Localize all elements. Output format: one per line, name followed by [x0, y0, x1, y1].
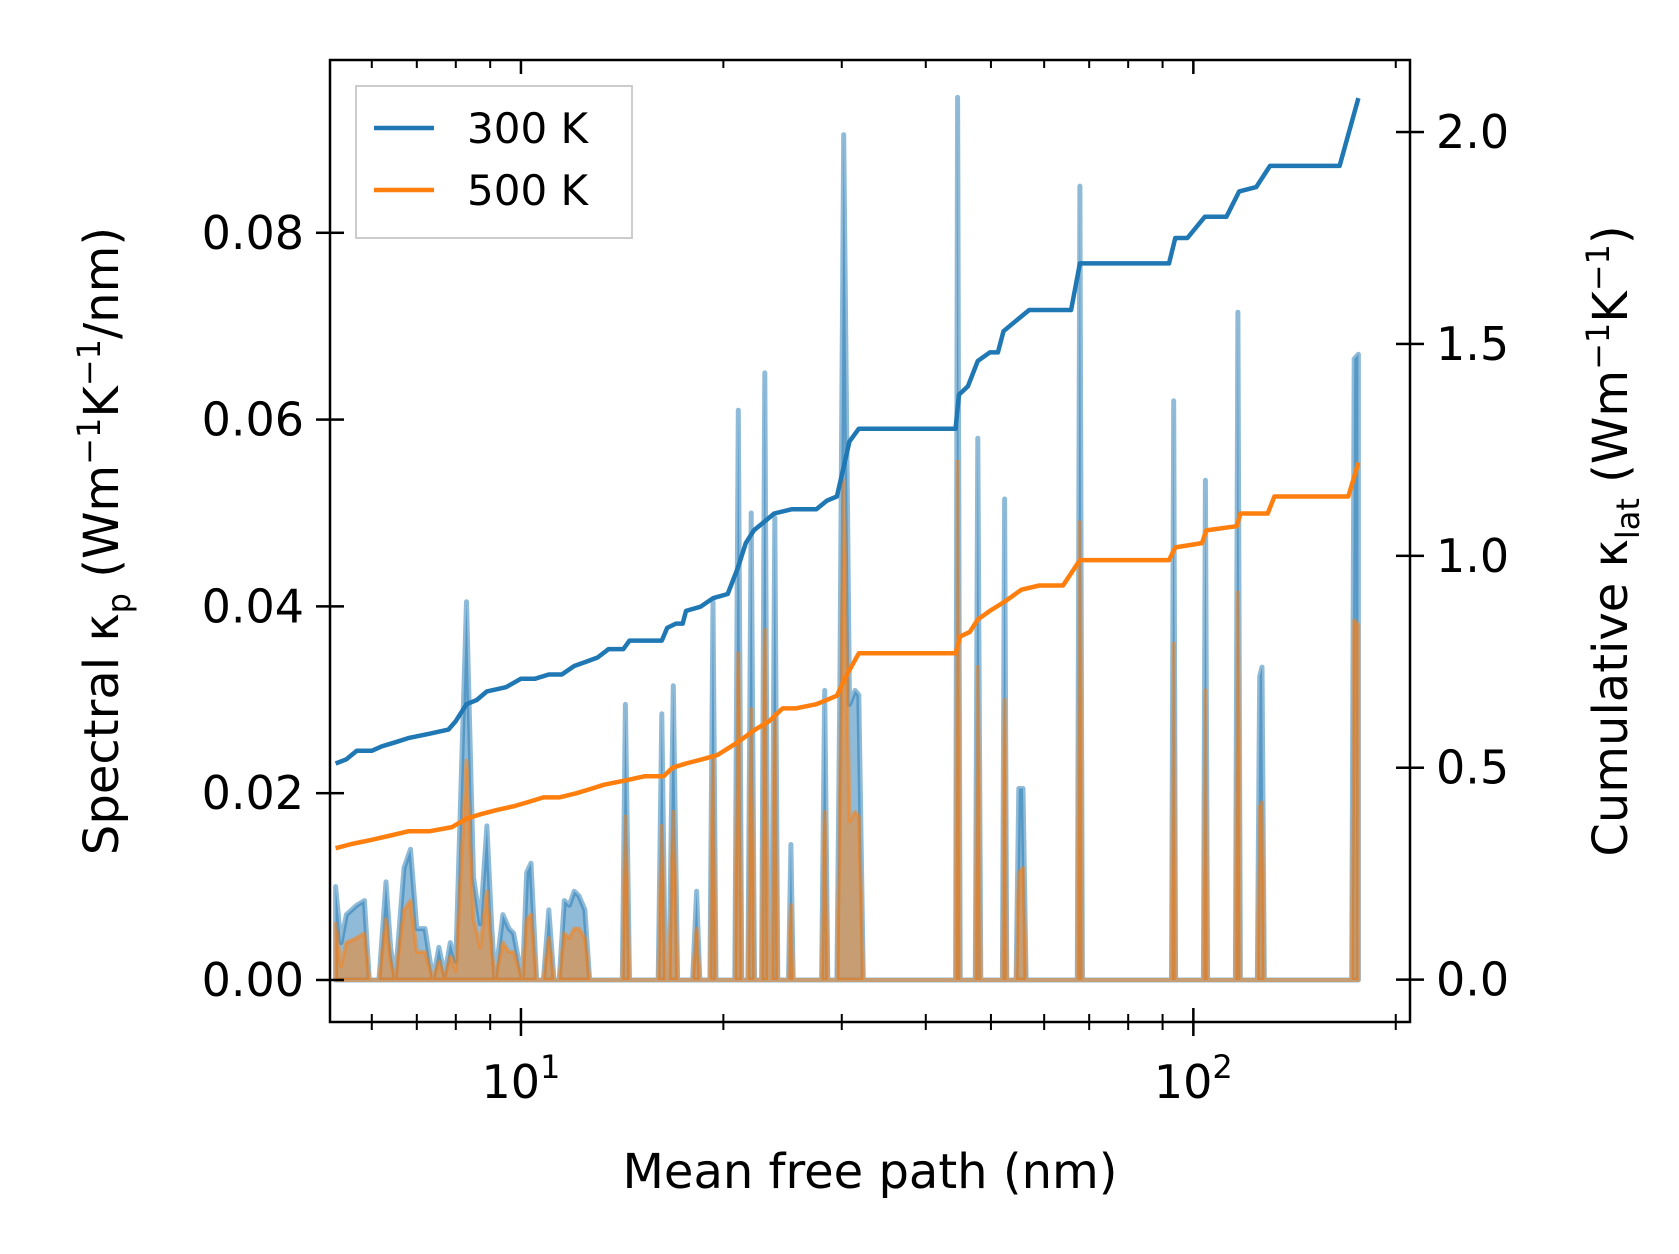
x-tick-label: 102 [1154, 1048, 1233, 1109]
plot-frame [328, 58, 1412, 1024]
cumulative-500k-line [335, 461, 1361, 851]
y-left-tick-label: 0.04 [202, 579, 304, 633]
cumulative-300k-line [334, 97, 1361, 766]
y-right-axis-title: Cumulative κlat (Wm−1K−1) [1579, 225, 1647, 856]
x-axis-title: Mean free path (nm) [623, 1144, 1118, 1200]
y-left-tick-label: 0.06 [202, 393, 304, 447]
legend-label-500k: 500 K [467, 166, 590, 215]
legend-box [355, 85, 633, 239]
ticks-layer: 0.00 0.02 0.04 0.06 0.08 0.0 0.5 1.0 1.5 2.0 101 10… [202, 60, 1509, 1109]
x-tick-label: 101 [482, 1048, 561, 1109]
y-right-tick-label: 0.5 [1436, 741, 1509, 795]
y-right-tick-label: 0.0 [1436, 953, 1509, 1007]
y-left-tick-label: 0.08 [202, 206, 304, 260]
y-left-tick-label: 0.00 [202, 953, 304, 1007]
series-layer [333, 94, 1361, 983]
spectral-500k-fill [333, 459, 1361, 982]
y-right-tick-label: 1.0 [1436, 529, 1509, 583]
legend: 300 K 500 K [355, 85, 633, 239]
y-left-axis-title: Spectral κp (Wm−1K−1/nm) [70, 227, 138, 855]
legend-label-300k: 300 K [467, 104, 590, 153]
y-right-tick-label: 2.0 [1436, 105, 1509, 159]
y-left-tick-label: 0.02 [202, 766, 304, 820]
y-right-tick-label: 1.5 [1436, 317, 1509, 371]
